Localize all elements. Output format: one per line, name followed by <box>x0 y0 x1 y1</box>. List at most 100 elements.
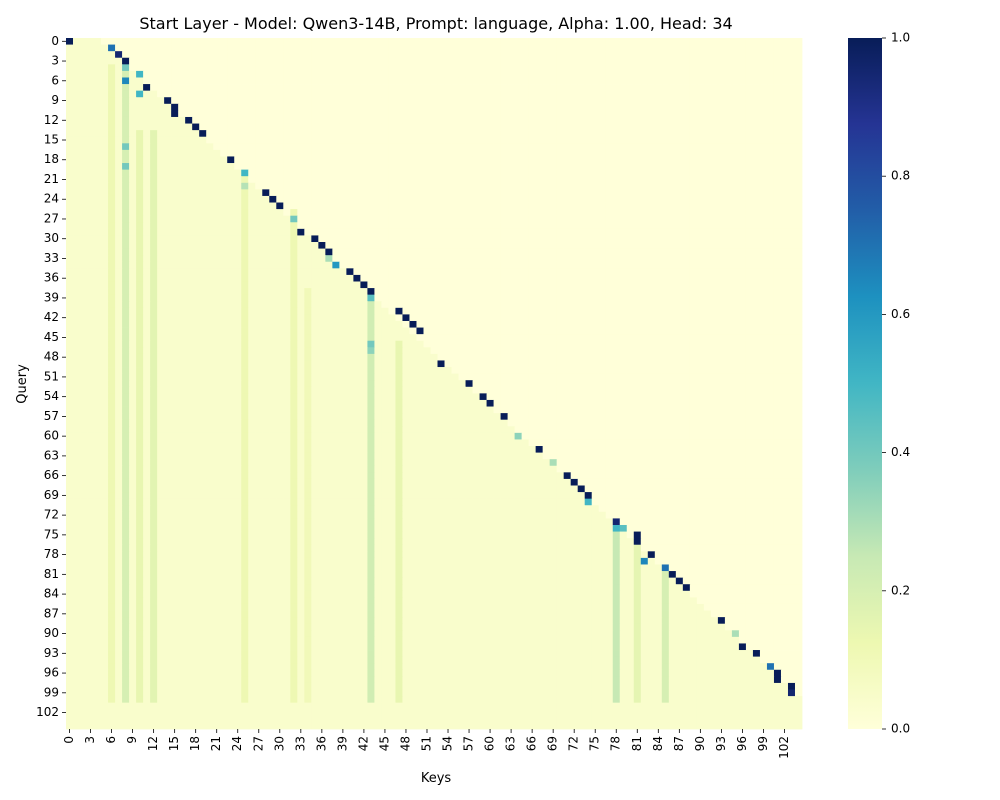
heatmap-cell <box>136 116 144 124</box>
heatmap-cell <box>479 97 487 105</box>
heatmap-cell <box>325 327 333 335</box>
heatmap-cell <box>563 261 572 269</box>
heatmap-cell <box>507 340 516 348</box>
heatmap-cell <box>570 97 579 105</box>
heatmap-cell <box>269 261 277 269</box>
heatmap-cell <box>745 149 754 157</box>
heatmap-cell <box>395 215 403 223</box>
heatmap-cell <box>654 90 663 98</box>
heatmap-cell <box>332 64 340 72</box>
heatmap-cell <box>514 307 523 315</box>
heatmap-cell <box>787 156 796 164</box>
heatmap-cell <box>647 294 656 302</box>
heatmap-cell <box>640 51 649 59</box>
heatmap-cell <box>318 77 326 85</box>
heatmap-cell <box>465 235 473 243</box>
heatmap-cell <box>626 307 635 315</box>
heatmap-cell <box>66 57 74 65</box>
heatmap-cell <box>227 103 235 111</box>
heatmap-cell <box>430 116 438 124</box>
heatmap-cell <box>290 44 298 52</box>
heatmap-cell <box>612 301 621 309</box>
heatmap-cell <box>787 209 796 217</box>
heatmap-cell <box>612 176 621 184</box>
heatmap-cell <box>619 294 628 302</box>
heatmap-cell <box>647 116 656 124</box>
heatmap-cell <box>290 77 298 85</box>
heatmap-cell <box>682 327 691 335</box>
heatmap-cell <box>507 97 516 105</box>
heatmap-cell <box>472 242 480 249</box>
heatmap-cell <box>472 44 480 52</box>
heatmap-cell <box>745 314 754 322</box>
heatmap-cell <box>535 156 544 164</box>
heatmap-cell <box>794 70 803 78</box>
heatmap-cell <box>94 215 102 223</box>
heatmap-cell <box>283 209 291 217</box>
heatmap-cell <box>738 261 747 269</box>
heatmap-cell <box>213 294 221 302</box>
heatmap-cell <box>108 123 116 131</box>
heatmap-cell <box>612 281 621 289</box>
heatmap-cell <box>269 143 277 151</box>
heatmap-cell <box>213 77 221 85</box>
heatmap-cell <box>178 347 186 355</box>
heatmap-cell <box>675 110 684 118</box>
heatmap-cell <box>192 314 200 322</box>
heatmap-cell <box>73 209 81 217</box>
heatmap-cell <box>766 209 775 217</box>
heatmap-cell <box>311 202 319 210</box>
heatmap-cell <box>115 248 123 256</box>
heatmap-cell <box>269 209 277 217</box>
heatmap-cell <box>507 38 516 45</box>
heatmap-cell <box>381 136 389 144</box>
heatmap-cell <box>213 182 221 190</box>
heatmap-cell <box>101 268 109 276</box>
heatmap-cell <box>766 334 775 342</box>
heatmap-cell <box>381 163 389 171</box>
heatmap-cell <box>745 281 754 289</box>
heatmap-cell <box>507 123 516 131</box>
heatmap-cell <box>514 110 523 118</box>
heatmap-cell <box>528 77 537 85</box>
heatmap-cell <box>430 274 438 282</box>
heatmap-cell <box>675 189 684 197</box>
heatmap-cell <box>458 327 466 335</box>
heatmap-cell <box>276 163 284 171</box>
heatmap-cell <box>689 156 698 164</box>
heatmap-cell <box>73 77 81 85</box>
heatmap-cell <box>563 116 572 124</box>
heatmap-cell <box>262 195 270 203</box>
heatmap-cell <box>507 110 516 118</box>
heatmap-cell <box>227 242 235 249</box>
heatmap-cell <box>577 103 586 111</box>
heatmap-cell <box>374 130 382 138</box>
heatmap-cell <box>136 64 144 72</box>
heatmap-cell <box>731 248 740 256</box>
heatmap-cell <box>654 110 663 118</box>
heatmap-cell <box>514 84 523 92</box>
heatmap-cell <box>381 103 389 111</box>
heatmap-cell <box>528 327 537 335</box>
heatmap-cell <box>248 116 256 124</box>
heatmap-cell <box>409 209 417 217</box>
heatmap-cell <box>731 340 740 348</box>
heatmap-cell <box>388 314 396 322</box>
heatmap-cell <box>360 189 368 197</box>
heatmap-cell <box>381 84 389 92</box>
heatmap-cell <box>185 334 193 342</box>
heatmap-cell <box>458 268 466 276</box>
heatmap-cell <box>269 255 277 263</box>
heatmap-cell <box>416 182 424 190</box>
heatmap-cell <box>633 301 642 309</box>
heatmap-cell <box>136 57 144 65</box>
heatmap-cell <box>150 123 158 131</box>
heatmap-cell <box>171 84 179 92</box>
heatmap-cell <box>283 110 291 118</box>
heatmap-cell <box>675 248 684 256</box>
heatmap-cell <box>248 301 256 309</box>
heatmap-cell <box>360 314 368 322</box>
heatmap-cell <box>682 156 691 164</box>
heatmap-cell <box>297 97 305 105</box>
heatmap-cell <box>185 222 193 230</box>
